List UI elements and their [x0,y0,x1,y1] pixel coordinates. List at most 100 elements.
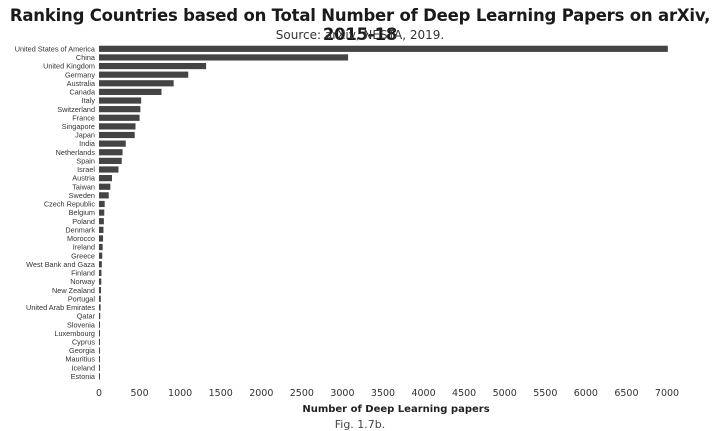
country-label-france: France [72,113,95,122]
x-tick-label-3500: 3500 [371,388,395,399]
bar-united-arab-emirates [99,304,101,311]
country-label-denmark: Denmark [65,225,95,234]
country-label-slovenia: Slovenia [67,320,96,329]
figure-caption: Fig. 1.7b. [334,418,386,431]
country-label-cyprus: Cyprus [72,337,95,346]
country-label-greece: Greece [71,251,95,260]
x-tick-label-6500: 6500 [614,388,638,399]
bar-belgium [99,209,105,216]
country-label-united-states-of-america: United States of America [15,44,96,53]
x-tick-label-7000: 7000 [655,388,679,399]
x-axis-label: Number of Deep Learning papers [302,404,489,415]
country-label-qatar: Qatar [77,312,96,321]
x-tick-label-5500: 5500 [533,388,557,399]
country-label-luxembourg: Luxembourg [54,329,95,338]
country-label-singapore: Singapore [62,122,95,131]
bar-italy [99,97,142,104]
chart-subtitle: Source: arXiv, NESTA, 2019. [275,28,445,42]
country-label-italy: Italy [82,96,96,105]
x-tick-label-0: 0 [96,388,102,399]
country-label-morocco: Morocco [67,234,95,243]
bar-greece [99,252,103,259]
country-label-iceland: Iceland [71,363,95,372]
country-label-canada: Canada [69,88,96,97]
bar-india [99,140,126,147]
bar-spain [99,157,122,164]
bar-australia [99,80,174,87]
bar-morocco [99,235,104,242]
bar-sweden [99,192,109,199]
x-tick-label-5000: 5000 [493,388,517,399]
country-label-spain: Spain [76,156,95,165]
bar-qatar [99,312,101,320]
country-label-new-zealand: New Zealand [52,286,95,295]
bar-netherlands [99,149,123,156]
country-label-austria: Austria [72,174,96,183]
x-tick-label-1000: 1000 [168,388,192,399]
bar-poland [99,218,104,225]
bar-china [99,54,349,61]
x-tick-label-500: 500 [130,388,148,399]
bar-cyprus [99,338,100,345]
bar-new-zealand [99,287,102,294]
bar-japan [99,131,135,139]
country-label-belgium: Belgium [69,208,95,217]
x-tick-label-6000: 6000 [574,388,598,399]
chart-title: Ranking Countries based on Total Number … [9,6,711,44]
bar-ireland [99,243,103,251]
bar-west-bank-and-gaza [99,261,102,268]
country-label-japan: Japan [75,131,95,140]
x-tick-label-3000: 3000 [330,388,354,399]
bar-iceland [99,364,100,371]
bar-portugal [99,295,101,302]
bar-france [99,114,140,121]
bars-group [99,45,668,380]
bar-slovenia [99,321,100,328]
bar-singapore [99,123,136,130]
country-label-georgia: Georgia [69,346,96,355]
country-label-czech-republic: Czech Republic [44,200,95,209]
bar-luxembourg [99,330,100,337]
x-tick-label-4500: 4500 [452,388,476,399]
x-axis-ticks-group: 0 500 1000 1500 2000 2500 3000 3500 4000 4500 5000… [96,388,679,399]
country-label-sweden: Sweden [69,191,95,200]
bar-israel [99,166,119,173]
bar-czech-republic [99,200,105,208]
bar-georgia [99,347,100,354]
bar-switzerland [99,106,141,113]
country-label-netherlands: Netherlands [56,148,96,157]
country-label-israel: Israel [77,165,95,174]
country-label-estonia: Estonia [71,372,96,381]
country-label-ireland: Ireland [73,243,95,252]
x-tick-label-2500: 2500 [290,388,314,399]
bar-denmark [99,226,104,233]
country-label-united-kingdom: United Kingdom [43,62,95,71]
bar-mauritius [99,356,100,363]
country-label-india: India [79,139,96,148]
country-label-portugal: Portugal [68,294,96,303]
x-tick-label-1500: 1500 [209,388,233,399]
bar-united-kingdom [99,62,207,70]
bar-canada [99,88,162,96]
bar-finland [99,269,102,277]
country-label-poland: Poland [72,217,95,226]
country-label-switzerland: Switzerland [57,105,95,114]
country-label-west-bank-and-gaza: West Bank and Gaza [26,260,96,269]
bar-austria [99,175,112,182]
x-tick-label-2000: 2000 [249,388,273,399]
country-label-china: China [76,53,96,62]
country-label-mauritius: Mauritius [65,355,95,364]
country-label-germany: Germany [65,70,95,79]
country-label-australia: Australia [67,79,96,88]
bar-norway [99,278,102,285]
country-label-taiwan: Taiwan [72,182,95,191]
bar-united-states-of-america [99,45,668,52]
country-label-united-arab-emirates: United Arab Emirates [26,303,95,312]
x-tick-label-4000: 4000 [411,388,435,399]
bar-germany [99,71,189,78]
bar-estonia [99,373,100,380]
country-label-norway: Norway [70,277,95,286]
bar-taiwan [99,183,111,190]
